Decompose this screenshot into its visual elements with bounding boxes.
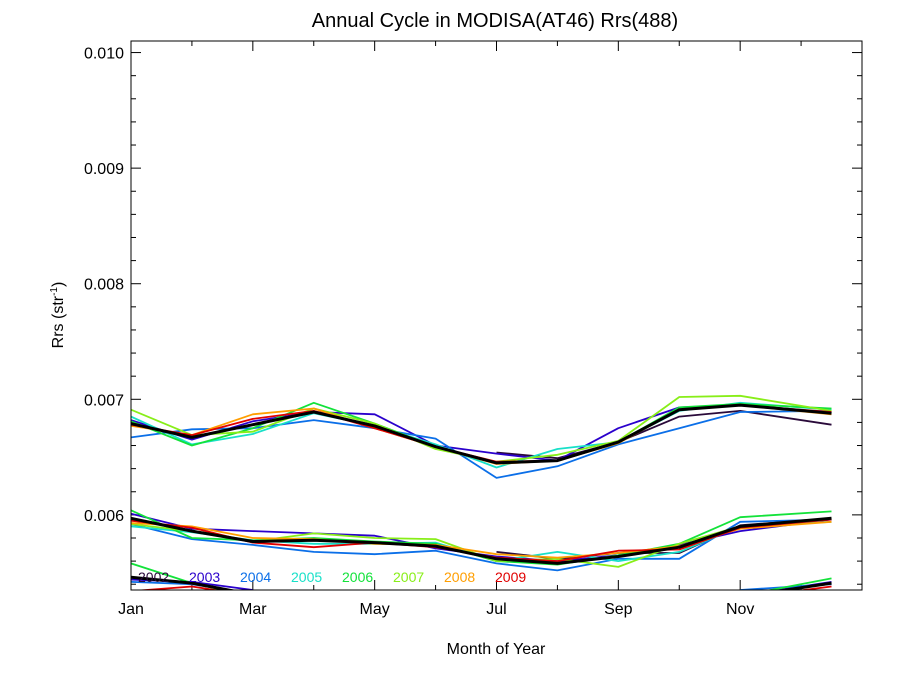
x-tick-label: Nov xyxy=(726,601,754,618)
bottom-band-mean-line xyxy=(775,581,832,590)
x-tick-label: Jan xyxy=(118,601,144,618)
x-tick-label: May xyxy=(360,601,390,618)
y-tick-label: 0.007 xyxy=(84,392,124,409)
y-tick-label: 0.009 xyxy=(84,161,124,178)
y-axis-label: Rrs (str-1) xyxy=(49,282,67,349)
plot-frame xyxy=(130,40,863,591)
legend: 2002 2003 2004 2005 2006 2007 2008 2009 xyxy=(138,569,526,585)
chart-title: Annual Cycle in MODISA(AT46) Rrs(488) xyxy=(312,10,678,32)
upper-band-line-2002 xyxy=(496,409,832,460)
upper-band-line-2004 xyxy=(131,410,832,479)
legend-item-2004: 2004 xyxy=(240,569,271,585)
axis-ticks xyxy=(130,41,862,590)
x-tick-label: Sep xyxy=(604,601,633,618)
upper-band-mean-line xyxy=(131,403,832,465)
x-tick-label: Mar xyxy=(239,601,267,618)
legend-item-2006: 2006 xyxy=(342,569,373,585)
y-axis-label-superscript: -1 xyxy=(49,287,60,296)
bottom-band-mean-line xyxy=(131,575,237,590)
legend-item-2007: 2007 xyxy=(393,569,424,585)
x-tick-label: Jul xyxy=(486,601,506,618)
y-tick-label: 0.010 xyxy=(84,46,124,63)
legend-item-2008: 2008 xyxy=(444,569,475,585)
x-axis-label: Month of Year xyxy=(447,641,546,658)
legend-item-2002: 2002 xyxy=(138,569,169,585)
legend-item-2009: 2009 xyxy=(495,569,526,585)
legend-item-2005: 2005 xyxy=(291,569,322,585)
tick-labels: Jan Mar May Jul Sep Nov 0.006 0.007 0.008 0.009 0.… xyxy=(84,46,754,618)
lower-band-line-2004 xyxy=(131,518,832,572)
plot-series xyxy=(131,394,832,590)
y-tick-label: 0.006 xyxy=(84,508,124,525)
y-axis-label-main: Rrs (str xyxy=(50,295,67,348)
upper-band-line-2008 xyxy=(131,404,832,465)
y-axis-label-close: ) xyxy=(50,282,67,287)
lower-band-mean-line xyxy=(131,516,832,565)
bottom-band-line-2009 xyxy=(796,585,832,590)
legend-item-2003: 2003 xyxy=(189,569,220,585)
bottom-band-line-2006 xyxy=(765,577,832,590)
y-tick-label: 0.008 xyxy=(84,277,124,294)
